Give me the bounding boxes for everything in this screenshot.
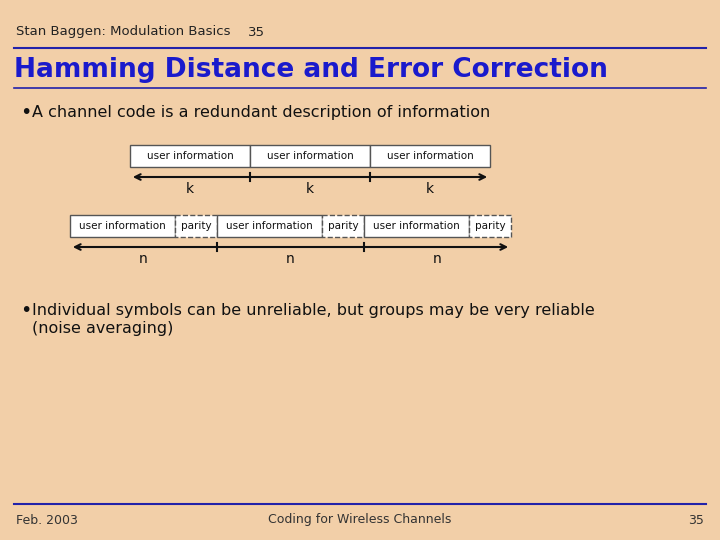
Text: parity: parity [474, 221, 505, 231]
Text: Coding for Wireless Channels: Coding for Wireless Channels [269, 514, 451, 526]
Bar [370, 145, 490, 167]
Text: (noise averaging): (noise averaging) [32, 321, 174, 335]
Bar [70, 215, 175, 237]
Text: Feb. 2003: Feb. 2003 [16, 514, 78, 526]
Bar [130, 145, 250, 167]
Text: parity: parity [328, 221, 359, 231]
Bar [469, 215, 511, 237]
Text: k: k [306, 182, 314, 196]
Bar [364, 215, 469, 237]
Text: n: n [286, 252, 295, 266]
Text: Individual symbols can be unreliable, but groups may be very reliable: Individual symbols can be unreliable, bu… [32, 302, 595, 318]
Text: n: n [139, 252, 148, 266]
Text: k: k [186, 182, 194, 196]
Text: Hamming Distance and Error Correction: Hamming Distance and Error Correction [14, 57, 608, 83]
Text: user information: user information [147, 151, 233, 161]
Bar [322, 215, 364, 237]
Bar [250, 145, 370, 167]
Text: user information: user information [373, 221, 460, 231]
Text: 35: 35 [248, 25, 265, 38]
Text: Stan Baggen: Modulation Basics: Stan Baggen: Modulation Basics [16, 25, 230, 38]
Bar [175, 215, 217, 237]
Text: user information: user information [79, 221, 166, 231]
Text: 35: 35 [688, 514, 704, 526]
Text: n: n [433, 252, 442, 266]
Text: k: k [426, 182, 434, 196]
Text: •: • [20, 103, 32, 122]
Text: •: • [20, 300, 32, 320]
Text: user information: user information [226, 221, 313, 231]
Bar [217, 215, 322, 237]
Text: user information: user information [266, 151, 354, 161]
Text: A channel code is a redundant description of information: A channel code is a redundant descriptio… [32, 105, 490, 119]
Text: user information: user information [387, 151, 473, 161]
Text: parity: parity [181, 221, 211, 231]
